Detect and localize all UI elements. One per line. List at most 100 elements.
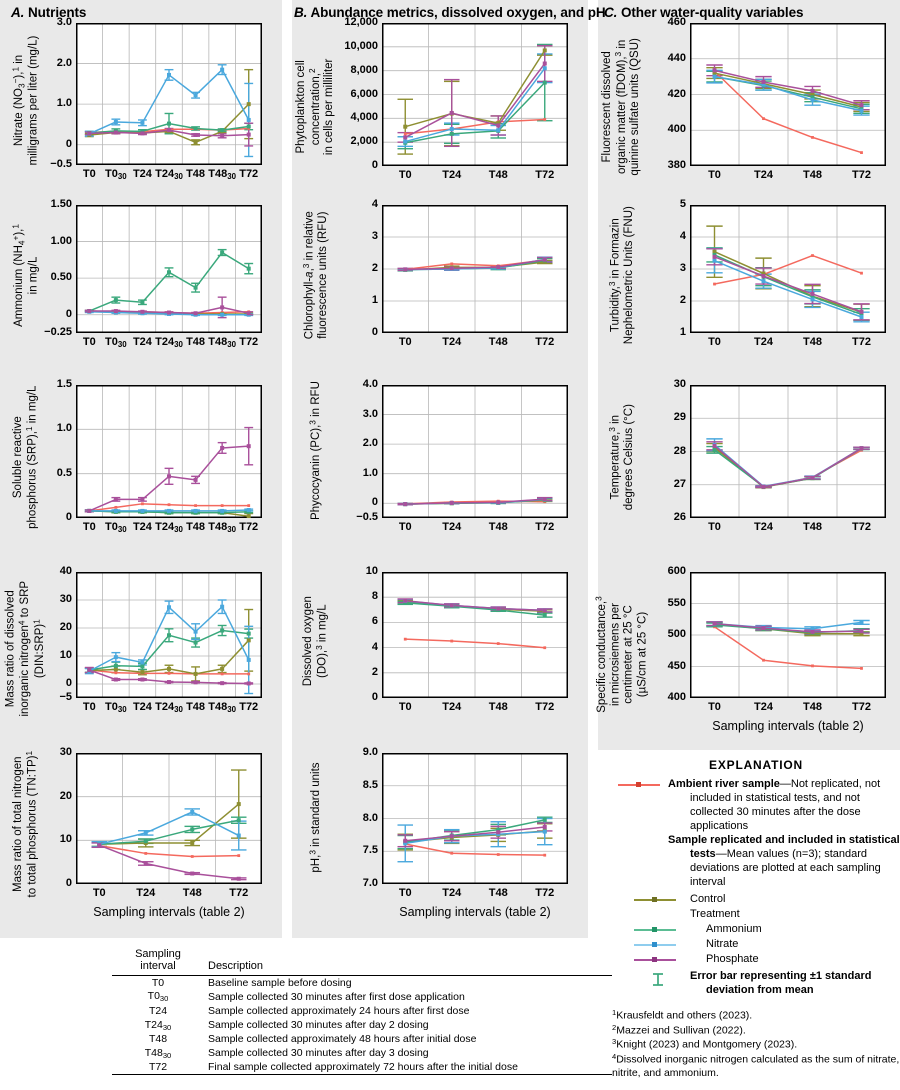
data-point-marker: [97, 843, 102, 848]
x-tick-label: T0: [82, 521, 96, 533]
panel-b-title: B. Abundance metrics, dissolved oxygen, …: [294, 5, 606, 20]
data-point-marker: [247, 672, 251, 676]
data-point-marker: [712, 74, 717, 79]
description-cell: Baseline sample before dosing: [208, 976, 352, 989]
plot-svg-srp: [76, 385, 262, 518]
legend-phosphate-label: Phosphate: [706, 952, 759, 965]
ambient-marker-swatch: [636, 782, 641, 787]
series-line-phosphate: [98, 844, 239, 880]
legend-ambient-bold: Ambient river sample: [668, 778, 780, 790]
y-tick-label: 2.0: [56, 56, 72, 69]
y-tick-label: 1.0: [362, 466, 378, 479]
y-tick-label: 3.0: [56, 16, 72, 28]
data-point-marker: [113, 508, 118, 513]
panel-b-letter: B.: [294, 5, 308, 20]
table-row: T0 Baseline sample before dosing: [112, 976, 612, 990]
plot-tn_tp: [76, 753, 262, 884]
interval-cell: T48: [148, 1032, 168, 1045]
data-point-marker: [859, 103, 864, 108]
plot-nitrate: [76, 23, 262, 165]
data-point-marker: [247, 127, 251, 130]
data-point-marker: [194, 504, 197, 507]
data-point-marker: [712, 258, 717, 263]
data-point-marker: [811, 254, 814, 257]
data-point-marker: [859, 309, 864, 314]
y-tick-label: 1: [679, 326, 686, 338]
data-point-marker: [543, 118, 547, 121]
data-point-marker: [403, 139, 408, 144]
x-axis-title: Sampling intervals (table 2): [399, 905, 551, 919]
data-point-marker: [247, 504, 251, 507]
y-tick-label: 27: [673, 477, 686, 490]
x-tick-label: T48: [186, 701, 206, 713]
x-tick-label: T24: [442, 701, 462, 713]
data-point-marker: [246, 631, 251, 636]
errorbar-icon: [650, 972, 666, 987]
data-point-marker: [246, 444, 251, 449]
plot-svg-phycocyanin: [382, 385, 568, 518]
footnote-3: 3Knight (2023) and Montgomery (2023).: [612, 1037, 900, 1052]
data-point-marker: [140, 664, 145, 669]
footnote-1-text: Krausfeldt and others (2023).: [616, 1009, 753, 1022]
plot-svg-specific_conductance: [690, 572, 886, 698]
series-line-ammonium: [405, 602, 545, 616]
data-point-marker: [193, 93, 198, 98]
data-point-marker: [712, 71, 717, 76]
data-point-marker: [167, 72, 171, 77]
data-point-marker: [810, 297, 815, 302]
data-point-marker: [810, 97, 815, 102]
column-header-description: Description: [208, 960, 264, 973]
y-tick-label: −0.5: [50, 158, 72, 170]
x-tick-label: T72: [239, 521, 259, 533]
y-tick-label: 0.5: [56, 466, 72, 479]
data-point-marker: [542, 80, 547, 85]
footnote-1-marker: 1: [612, 1008, 617, 1017]
legend-phosphate: Phosphate: [612, 953, 900, 968]
x-tick-label: T72: [535, 701, 555, 713]
y-tick-label: 4.0: [362, 378, 378, 390]
data-point-marker: [114, 671, 118, 675]
x-tick-label: T0: [398, 701, 412, 713]
x-tick-label: T24: [754, 336, 773, 348]
data-point-marker: [542, 829, 547, 834]
x-tick-label: T72: [535, 336, 555, 348]
data-point-marker: [449, 110, 454, 115]
data-point-marker: [449, 500, 454, 505]
legend-errorbar-label: Error bar representing ±1 standard devia…: [690, 969, 872, 996]
y-tick-label: 400: [667, 691, 686, 703]
x-tick-label: T4830: [208, 168, 237, 182]
data-point-marker: [113, 119, 118, 124]
x-tick-label: T4830: [208, 336, 237, 350]
plot-chlorophyll_a: [382, 205, 568, 333]
x-tick-label: T24: [442, 521, 462, 533]
data-point-marker: [141, 502, 144, 506]
plot-svg-fdom: [690, 23, 886, 166]
data-point-marker: [167, 270, 171, 275]
interval-cell: T72: [148, 1061, 168, 1074]
y-tick-label: 4: [679, 230, 686, 242]
legend-control-label: Control: [690, 892, 726, 905]
data-point-marker: [140, 309, 145, 314]
footnote-4: 4Dissolved inorganic nitrogen calculated…: [612, 1052, 900, 1081]
x-tick-label: T24: [132, 336, 152, 348]
interval-cell: T4830: [144, 1046, 172, 1060]
y-tick-label: 9.0: [362, 746, 378, 758]
y-tick-label: 8.0: [362, 811, 378, 824]
data-point-marker: [713, 282, 716, 286]
y-tick-label: −0.25: [44, 326, 72, 338]
footnote-3-text: Knight (2023) and Montgomery (2023).: [616, 1038, 798, 1051]
data-point-marker: [113, 655, 118, 660]
legend-nitrate: Nitrate: [612, 938, 900, 953]
data-point-marker: [246, 124, 251, 129]
x-tick-label: T72: [535, 169, 555, 181]
y-tick-label: 0: [65, 137, 72, 150]
data-point-marker: [762, 117, 765, 121]
legend-replicated-bold: Sample replicated and included in statis…: [668, 834, 900, 861]
series-line-control: [405, 50, 546, 128]
series-line-nitrate: [405, 830, 545, 845]
series-line-nitrate: [714, 75, 862, 112]
y-tick-label: 7.0: [362, 877, 378, 889]
y-tick-label: 7.5: [362, 844, 378, 857]
explanation-box: EXPLANATION Ambient river sample—Not rep…: [612, 758, 900, 998]
x-tick-label: T24: [442, 887, 462, 899]
